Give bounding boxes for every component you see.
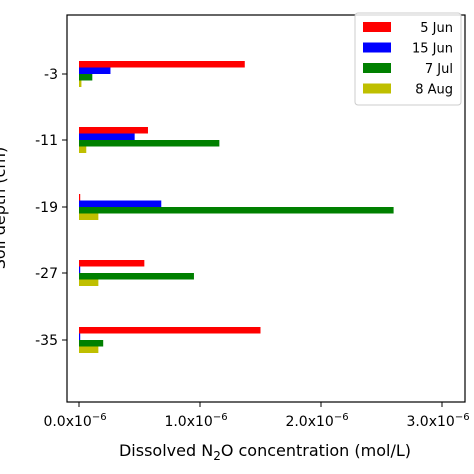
bar-8-aug-depth-3 xyxy=(79,80,82,87)
legend-label: 15 Jun xyxy=(412,42,453,57)
bars-layer xyxy=(79,61,394,353)
bar-7-jul-depth-27 xyxy=(79,273,194,280)
bar-5-jun-depth-3 xyxy=(79,61,245,68)
bar-8-aug-depth-19 xyxy=(79,213,99,220)
bar-7-jul-depth-35 xyxy=(79,340,104,347)
bar-7-jul-depth-19 xyxy=(79,207,394,214)
bar-8-aug-depth-11 xyxy=(79,146,87,153)
y-tick-label: -3 xyxy=(44,67,58,83)
legend-label: 5 Jun xyxy=(420,21,453,36)
y-axis-label-group: Soil depth (cm) xyxy=(0,147,9,269)
x-tick-label: 1.0x10−6 xyxy=(164,412,227,430)
y-tick-label: -11 xyxy=(35,133,58,149)
bar-5-jun-depth-19 xyxy=(79,194,81,201)
y-tick-label: -19 xyxy=(35,200,58,216)
legend-swatch xyxy=(363,22,391,32)
bar-15-jun-depth-11 xyxy=(79,133,135,140)
x-tick-label: 3.0x10−6 xyxy=(406,412,469,430)
bar-5-jun-depth-35 xyxy=(79,327,261,334)
legend-swatch xyxy=(363,83,391,94)
y-tick-label: -35 xyxy=(35,333,58,349)
legend-swatch xyxy=(363,63,391,73)
legend-label: 7 Jul xyxy=(425,62,453,77)
legend-label: 8 Aug xyxy=(415,83,453,98)
x-tick-label: 2.0x10−6 xyxy=(285,412,348,430)
ticks-layer: -3 -11 -19 -27 -35 0.0x10−6 1.0x10−6 2.0x10−6 3.… xyxy=(35,67,469,430)
bar-15-jun-depth-27 xyxy=(79,266,81,273)
y-axis-label: Soil depth (cm) xyxy=(0,147,9,269)
bar-5-jun-depth-27 xyxy=(79,260,145,267)
bar-15-jun-depth-3 xyxy=(79,67,111,74)
bar-7-jul-depth-3 xyxy=(79,74,93,81)
x-tick-label: 0.0x10−6 xyxy=(43,412,106,430)
legend-frame xyxy=(354,12,462,106)
bar-8-aug-depth-27 xyxy=(79,279,99,286)
legend: 5 Jun 15 Jun 7 Jul 8 Aug xyxy=(354,12,462,106)
legend-swatch xyxy=(363,42,391,53)
bar-15-jun-depth-19 xyxy=(79,200,162,207)
y-tick-label: -27 xyxy=(35,266,58,282)
bar-15-jun-depth-35 xyxy=(79,333,81,340)
plot-frame xyxy=(66,14,466,403)
bar-8-aug-depth-35 xyxy=(79,346,99,353)
bar-5-jun-depth-11 xyxy=(79,127,148,134)
x-axis-label: Dissolved N2O concentration (mol/L) xyxy=(119,441,411,463)
bar-7-jul-depth-11 xyxy=(79,140,220,147)
